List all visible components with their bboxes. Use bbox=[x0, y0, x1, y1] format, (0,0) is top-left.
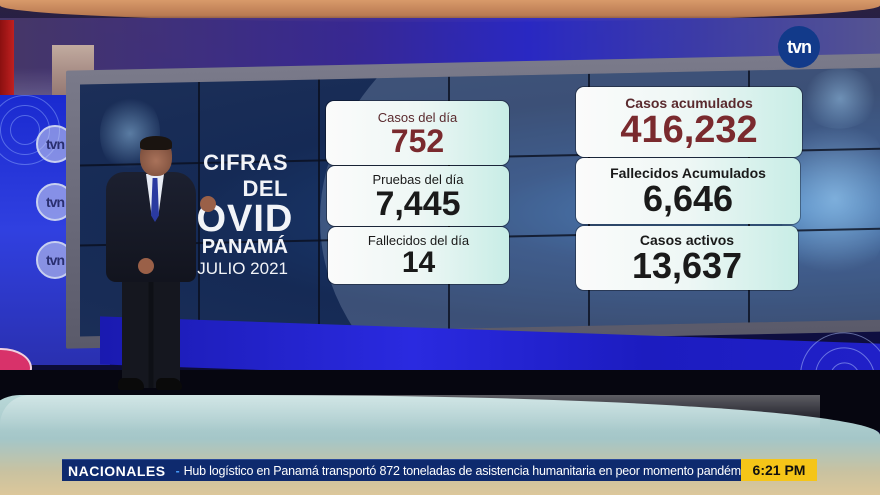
stat-value: 13,637 bbox=[631, 244, 743, 286]
news-ticker: NACIONALES - Hub logístico en Panamá tra… bbox=[62, 459, 756, 481]
stat-label: Fallecidos Acumulados bbox=[610, 164, 766, 181]
stat-label: Casos activos bbox=[639, 231, 735, 248]
broadcast-clock: 6:21 PM bbox=[741, 459, 817, 481]
stat-card-active-cases: Casos activos 13,637 bbox=[576, 226, 798, 290]
stat-value: 7,445 bbox=[375, 184, 461, 223]
title-line-1: CIFRAS DEL bbox=[203, 150, 288, 201]
ripple-decoration bbox=[10, 115, 40, 145]
stat-value: 752 bbox=[390, 122, 445, 159]
presenter-legs bbox=[122, 278, 180, 388]
stat-card-cumulative-deaths: Fallecidos Acumulados 6,646 bbox=[576, 158, 800, 224]
stat-card-daily-tests: Pruebas del día 7,445 bbox=[327, 166, 509, 226]
stat-card-daily-cases: Casos del día 752 bbox=[326, 101, 509, 165]
presenter-hand bbox=[138, 258, 154, 274]
stat-label: Pruebas del día bbox=[372, 171, 464, 187]
stat-value: 14 bbox=[401, 246, 436, 279]
presenter-hair bbox=[140, 136, 172, 150]
stat-label: Casos acumulados bbox=[625, 94, 753, 111]
title-line-3: PANAMÁ bbox=[201, 236, 288, 258]
ceiling-soffit bbox=[0, 0, 880, 22]
ticker-separator: - bbox=[175, 463, 180, 478]
ticker-section-label: NACIONALES bbox=[68, 462, 166, 479]
stat-label: Casos del día bbox=[377, 109, 458, 125]
stat-label: Fallecidos del día bbox=[367, 233, 470, 248]
presenter-hand bbox=[200, 196, 216, 212]
tvn-channel-logo: tvn bbox=[778, 26, 820, 68]
title-line-4: JULIO 2021 bbox=[197, 259, 288, 278]
stat-value: 6,646 bbox=[642, 177, 734, 219]
presenter-shoe bbox=[118, 378, 144, 390]
ticker-headline: Hub logístico en Panamá transportó 872 t… bbox=[183, 463, 757, 478]
stat-card-daily-deaths: Fallecidos del día 14 bbox=[328, 227, 509, 284]
stat-value: 416,232 bbox=[620, 108, 758, 151]
presenter bbox=[100, 136, 220, 398]
screen-seam bbox=[318, 79, 320, 332]
red-pillar bbox=[0, 20, 14, 110]
stat-card-cumulative-cases: Casos acumulados 416,232 bbox=[576, 87, 802, 157]
presenter-shoe bbox=[156, 378, 182, 390]
presenter-tie bbox=[151, 178, 159, 222]
